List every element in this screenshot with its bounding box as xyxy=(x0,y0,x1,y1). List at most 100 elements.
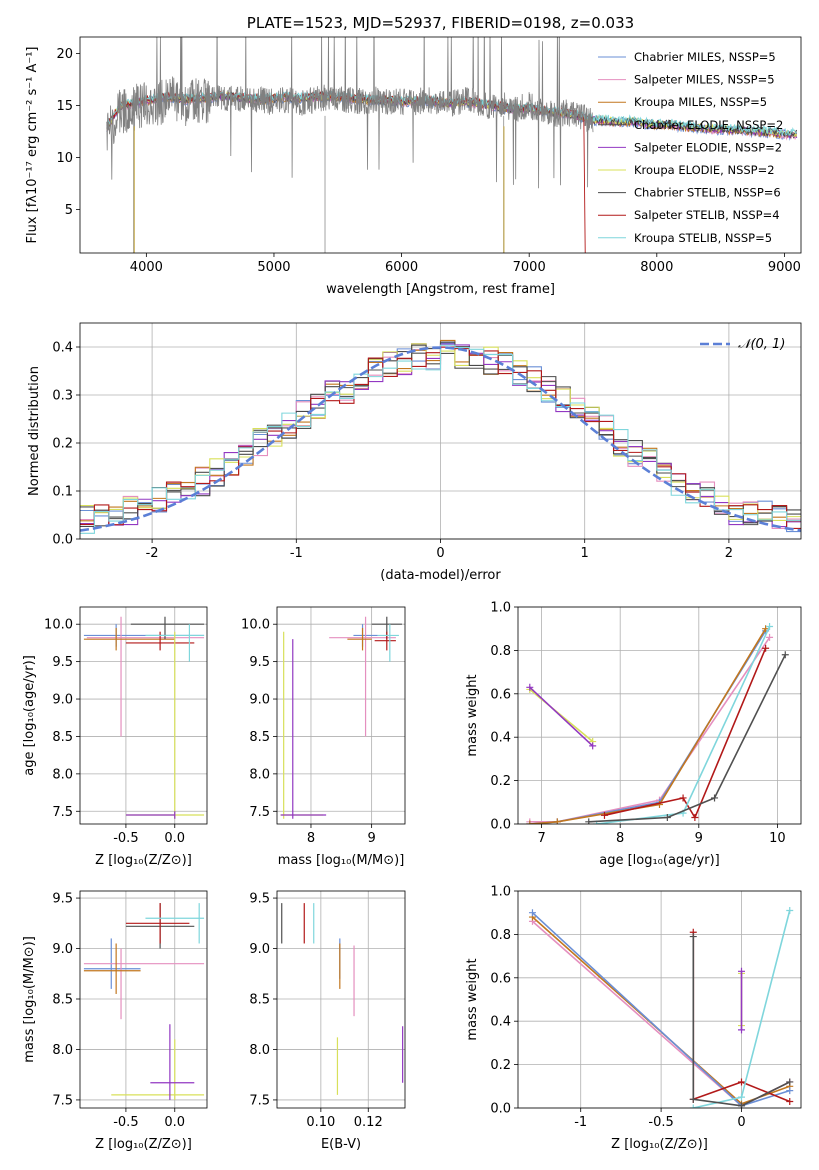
y-tick-label: 8.5 xyxy=(52,730,73,745)
legend-label: Chabrier ELODIE, NSSP=2 xyxy=(634,118,783,132)
y-tick-label: 0.8 xyxy=(490,928,511,943)
marker-plus xyxy=(766,623,774,631)
massweight-line-4 xyxy=(529,630,767,824)
y-axis-label: mass weight xyxy=(465,958,480,1040)
y-tick-label: 1.0 xyxy=(490,601,511,616)
massweight-vs-age-panel: 7 8 9 10 0.0 0.2 0.4 0.6 0.8 1.0 age [log₁₀(age/yr… xyxy=(465,601,802,868)
x-axis-label: Z [log₁₀(Z/Z⊙)] xyxy=(611,1137,708,1152)
x-tick-label: -1 xyxy=(290,546,303,561)
y-tick-label: 0.8 xyxy=(490,644,511,659)
y-tick-label: 9.0 xyxy=(52,693,73,708)
axes-frame xyxy=(276,890,406,1109)
y-tick-label: 8.5 xyxy=(52,992,73,1007)
marker-plus xyxy=(781,651,789,659)
age-vs-metallicity-panel: -0.5 0.0 7.5 8.0 8.5 9.0 9.5 10.0 Z [log₁₀(Z/Z⊙)… xyxy=(22,606,208,868)
x-tick-label: 0.0 xyxy=(164,1115,185,1130)
y-tick-label: 0.0 xyxy=(490,1102,511,1117)
x-axis-label: wavelength [Angstrom, rest frame] xyxy=(326,282,555,297)
mass-vs-metallicity-panel: -0.5 0.0 7.5 8.0 8.5 9.0 9.5 Z [log₁₀(Z/Z⊙)] mas… xyxy=(22,890,208,1152)
y-tick-label: 10.0 xyxy=(241,618,270,633)
marker-plus xyxy=(689,1104,697,1108)
residual-histogram-panel: -2 -1 0 1 2 0.0 0.1 0.2 0.3 0.4 (data-model)/error… xyxy=(27,322,802,583)
y-tick-label: 9.5 xyxy=(249,892,270,907)
y-axis-label: mass [log₁₀(M/M⊙)] xyxy=(22,936,37,1063)
histogram-9 xyxy=(80,344,801,534)
y-axis-label: mass weight xyxy=(465,674,480,756)
marker-plus xyxy=(589,742,597,750)
marker-plus xyxy=(691,813,699,821)
x-axis-label: Z [log₁₀(Z/Z⊙)] xyxy=(95,853,192,868)
marker-plus xyxy=(786,1087,794,1095)
y-tick-label: 0.2 xyxy=(490,774,511,789)
x-tick-label: -2 xyxy=(146,546,159,561)
x-tick-label: -0.5 xyxy=(113,1115,138,1130)
age-vs-mass-panel: 8 9 7.5 8.0 8.5 9.0 9.5 10.0 mass [log₁₀(M/M⊙)] xyxy=(241,606,406,868)
x-axis-label: mass [log₁₀(M/M⊙)] xyxy=(278,853,405,868)
massweight-line-3 xyxy=(529,636,771,823)
y-tick-label: 7.5 xyxy=(52,805,73,820)
massweight-vs-metallicity-panel: -1 -0.5 0 0.0 0.2 0.4 0.6 0.8 1.0 Z [log₁₀(Z/Z⊙)]… xyxy=(465,885,802,1152)
y-tick-label: 0.6 xyxy=(490,971,511,986)
y-axis-label: Flux [fλ10⁻¹⁷ erg cm⁻² s⁻¹ A⁻¹] xyxy=(25,47,40,244)
y-tick-label: 0.4 xyxy=(490,1015,511,1030)
y-tick-label: 7.5 xyxy=(249,805,270,820)
axes-frame xyxy=(517,890,802,1109)
y-tick-label: 0.6 xyxy=(490,687,511,702)
marker-plus xyxy=(738,967,746,975)
x-tick-label: 8 xyxy=(307,831,315,846)
x-tick-label: 6000 xyxy=(385,260,418,275)
axes-frame xyxy=(517,606,802,825)
normal-curve xyxy=(80,346,801,532)
y-tick-label: 0.0 xyxy=(490,818,511,833)
marker-plus xyxy=(738,1093,746,1101)
marker-plus xyxy=(528,909,536,917)
y-tick-label: 9.0 xyxy=(52,942,73,957)
legend-label: Salpeter ELODIE, NSSP=2 xyxy=(634,140,782,154)
chart-title: PLATE=1523, MJD=52937, FIBERID=0198, z=0… xyxy=(247,14,634,32)
y-tick-label: 8.0 xyxy=(52,1043,73,1058)
marker-plus xyxy=(738,1102,746,1108)
marker-plus xyxy=(786,1097,794,1105)
x-tick-label: 9 xyxy=(695,831,703,846)
x-tick-label: 10 xyxy=(769,831,786,846)
marker-plus xyxy=(762,644,770,652)
legend-label: Kroupa STELIB, NSSP=5 xyxy=(634,231,772,245)
marker-plus xyxy=(553,818,561,824)
plot-area xyxy=(281,903,404,1095)
plot-area xyxy=(528,907,794,1108)
marker-plus xyxy=(738,1078,746,1086)
y-tick-label: 15 xyxy=(56,99,73,114)
y-tick-label: 9.0 xyxy=(249,693,270,708)
massweight-line-1 xyxy=(529,688,594,743)
x-tick-label: 5000 xyxy=(257,260,290,275)
x-tick-label: 8 xyxy=(616,831,624,846)
y-tick-label: 1.0 xyxy=(490,885,511,900)
x-tick-label: -0.5 xyxy=(648,1115,673,1130)
massweight-line-8 xyxy=(588,654,787,823)
y-tick-label: 9.0 xyxy=(249,942,270,957)
y-tick-label: 10 xyxy=(56,151,73,166)
y-tick-label: 9.5 xyxy=(249,655,270,670)
y-tick-label: 0.4 xyxy=(52,341,73,356)
x-tick-label: 9 xyxy=(367,831,375,846)
legend-label: Salpeter MILES, NSSP=5 xyxy=(634,73,775,87)
massweight-line-8 xyxy=(692,936,791,1107)
y-tick-label: 10.0 xyxy=(44,618,73,633)
massweight-line-6 xyxy=(604,647,767,820)
axes-frame xyxy=(276,606,406,825)
marker-plus xyxy=(526,683,534,691)
x-axis-label: age [log₁₀(age/yr)] xyxy=(599,853,720,868)
marker-plus xyxy=(526,820,534,824)
marker-plus xyxy=(679,794,687,802)
axes-frame xyxy=(79,322,802,540)
axes-frame xyxy=(79,890,208,1109)
plot-area xyxy=(83,616,205,819)
y-tick-label: 7.5 xyxy=(249,1093,270,1108)
marker-plus xyxy=(663,813,671,821)
y-tick-label: 0.0 xyxy=(52,533,73,548)
y-tick-label: 8.0 xyxy=(249,1043,270,1058)
legend-label: Chabrier MILES, NSSP=5 xyxy=(634,50,776,64)
marker-plus xyxy=(689,933,697,941)
y-tick-label: 20 xyxy=(56,47,73,62)
